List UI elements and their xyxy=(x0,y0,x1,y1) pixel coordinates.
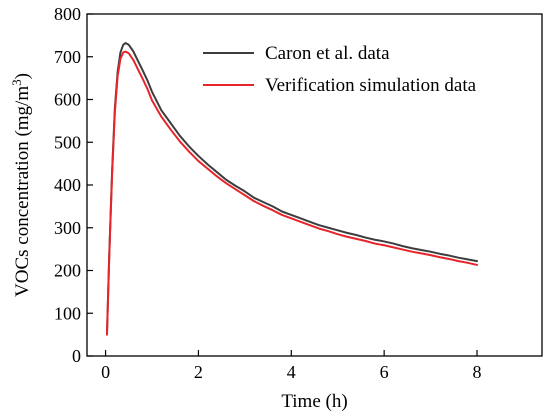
x-axis-ticks: 0 2 4 6 8 xyxy=(101,350,482,382)
y-tick-label: 800 xyxy=(54,4,81,24)
y-tick-label: 500 xyxy=(54,132,81,152)
series-layer xyxy=(105,42,478,336)
y-tick-label: 700 xyxy=(54,47,81,67)
y-axis-title-suffix: ) xyxy=(12,73,33,79)
y-tick-label: 600 xyxy=(54,90,81,110)
x-tick-label: 0 xyxy=(101,362,110,382)
x-tick-label: 2 xyxy=(194,362,203,382)
y-tick-label: 400 xyxy=(54,175,81,195)
plot-frame xyxy=(86,13,543,357)
y-tick-label: 300 xyxy=(54,218,81,238)
y-axis-title: VOCs concentration (mg/m3) xyxy=(9,73,34,297)
y-tick-label: 0 xyxy=(72,346,81,366)
x-tick-label: 4 xyxy=(287,362,296,382)
y-axis-title-main: VOCs concentration (mg/m xyxy=(12,86,33,297)
legend-label-1: Caron et al. data xyxy=(265,43,390,64)
y-tick-label: 200 xyxy=(54,261,81,281)
x-axis-title: Time (h) xyxy=(281,391,347,412)
y-axis-title-superscript: 3 xyxy=(9,79,24,86)
legend-label-2: Verification simulation data xyxy=(265,75,477,96)
x-tick-label: 8 xyxy=(473,362,482,382)
legend: Caron et al. data Verification simulation… xyxy=(203,43,477,96)
y-axis-ticks: 0 100 200 300 400 500 600 700 800 xyxy=(54,4,93,366)
x-tick-label: 6 xyxy=(380,362,389,382)
series-line-2 xyxy=(105,50,478,336)
y-tick-label: 100 xyxy=(54,303,81,323)
series-line-1 xyxy=(105,42,478,336)
